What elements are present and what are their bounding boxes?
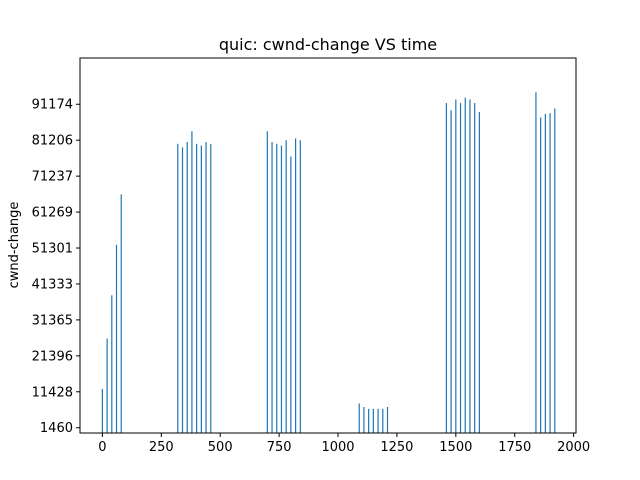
y-tick-label-7: 71237 <box>32 170 73 185</box>
bar-8 <box>191 131 193 433</box>
bar-0 <box>101 389 103 433</box>
y-tick-label-5: 51301 <box>32 242 73 257</box>
y-axis-label: cwnd-change <box>7 202 22 289</box>
bar-24 <box>372 408 374 433</box>
y-axis: 1460 11428 21396 31365 41333 51301 61269 71237 8… <box>32 98 80 436</box>
bar-15 <box>276 143 278 433</box>
bar-30 <box>455 99 457 433</box>
bar-34 <box>474 103 476 433</box>
y-tick-label-8: 81206 <box>32 134 73 149</box>
x-tick-label-5: 1250 <box>380 440 413 455</box>
bar-17 <box>285 140 287 433</box>
y-tick-label-9: 91174 <box>32 98 73 113</box>
bar-5 <box>177 143 179 433</box>
bar-13 <box>266 131 268 433</box>
bar-29 <box>450 110 452 433</box>
bar-16 <box>280 145 283 433</box>
x-tick-label-6: 1500 <box>439 440 472 455</box>
bar-6 <box>181 147 184 434</box>
x-tick-label-0: 0 <box>98 440 106 455</box>
x-tick-label-3: 750 <box>267 440 292 455</box>
bar-7 <box>186 142 188 433</box>
bar-9 <box>196 143 198 433</box>
x-axis: 0 250 500 750 1000 1250 1500 1750 2000 <box>98 433 590 455</box>
y-tick-label-0: 1460 <box>40 421 73 436</box>
bar-3 <box>115 244 118 433</box>
bar-20 <box>299 140 301 433</box>
bar-19 <box>295 138 297 433</box>
bar-14 <box>271 142 273 433</box>
bar-37 <box>540 117 542 433</box>
bar-2 <box>111 295 113 433</box>
x-tick-label-4: 1000 <box>321 440 354 455</box>
bar-39 <box>549 113 551 434</box>
bar-21 <box>358 403 360 433</box>
bar-35 <box>478 112 480 433</box>
x-tick-label-7: 1750 <box>498 440 531 455</box>
y-tick-label-2: 21396 <box>32 349 73 364</box>
bar-31 <box>459 103 462 433</box>
x-tick-label-1: 250 <box>149 440 174 455</box>
bar-23 <box>368 408 370 433</box>
bar-25 <box>377 408 379 433</box>
bar-32 <box>464 97 466 433</box>
bar-10 <box>200 145 202 433</box>
x-tick-label-8: 2000 <box>557 440 590 455</box>
bar-36 <box>535 92 537 433</box>
y-tick-label-6: 61269 <box>32 206 73 221</box>
bar-28 <box>445 103 447 433</box>
y-tick-label-4: 41333 <box>32 277 73 292</box>
y-tick-label-3: 31365 <box>32 313 73 328</box>
bar-11 <box>205 142 207 433</box>
bar-1 <box>106 338 108 433</box>
y-tick-label-1: 11428 <box>32 385 73 400</box>
bar-18 <box>290 156 292 433</box>
bar-22 <box>363 407 365 433</box>
bar-27 <box>386 407 389 433</box>
bar-4 <box>120 194 122 433</box>
x-tick-label-2: 500 <box>208 440 233 455</box>
bar-38 <box>544 113 546 433</box>
bar-33 <box>469 99 471 433</box>
bars-group <box>101 92 556 434</box>
plot-frame <box>79 57 577 434</box>
bar-26 <box>382 408 384 433</box>
chart-title: quic: cwnd-change VS time <box>219 35 437 54</box>
bar-12 <box>210 143 212 433</box>
bar-40 <box>554 108 556 433</box>
